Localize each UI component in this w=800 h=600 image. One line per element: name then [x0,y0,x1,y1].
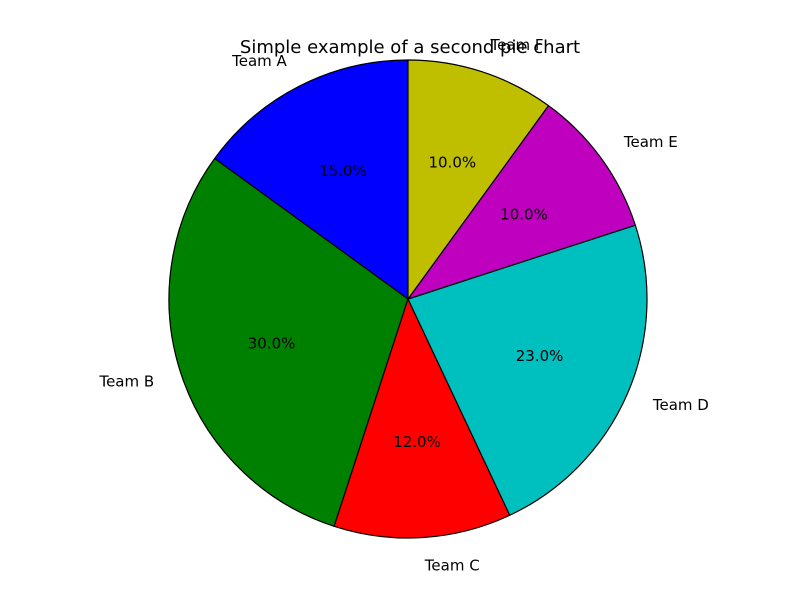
percent-label-team-f: 10.0% [428,154,476,172]
category-label-team-c: Team C [424,556,480,574]
chart-title: Simple example of a second pie chart [240,37,580,58]
percent-label-team-e: 10.0% [500,206,548,224]
labels-layer: 15.0% Team A 30.0% Team B 12.0% Team C 23.0% Te… [98,36,708,574]
category-label-team-a: Team A [231,52,287,70]
slice-team-b [168,157,409,527]
slice-team-d [407,224,648,516]
slice-team-c [333,298,511,539]
percent-label-team-d: 23.0% [516,347,564,365]
category-label-team-f: Team F [490,36,544,54]
category-label-team-e: Team E [623,133,678,151]
percent-label-team-c: 12.0% [393,433,441,451]
percent-label-team-b: 30.0% [248,334,296,352]
slice-team-f [407,59,550,300]
category-label-team-b: Team B [98,373,154,391]
percent-label-team-a: 15.0% [319,162,367,180]
category-label-team-d: Team D [652,396,709,414]
slice-team-e [407,105,636,300]
slices-layer [168,59,648,539]
slice-team-a [214,59,409,300]
